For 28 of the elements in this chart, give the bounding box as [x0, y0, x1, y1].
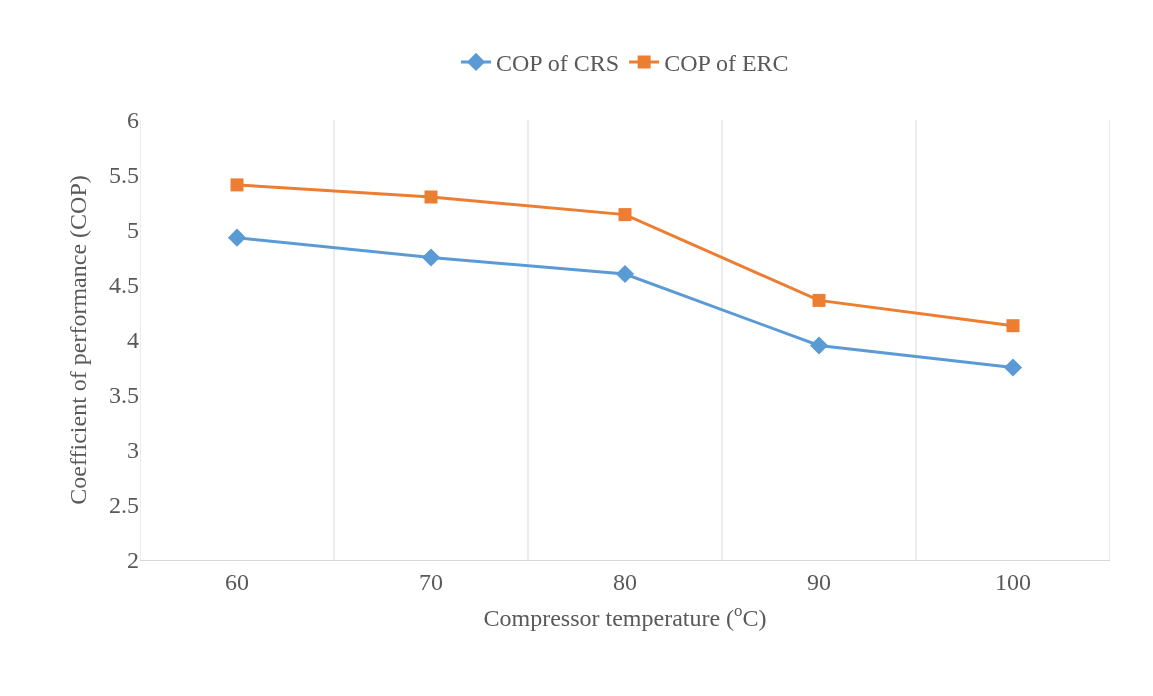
point	[615, 264, 635, 284]
x-tick-label: 60	[225, 568, 249, 595]
point	[227, 228, 247, 247]
x-tick-label: 100	[995, 568, 1031, 595]
x-tick-label: 80	[613, 568, 637, 595]
legend-label: COP of ERC	[664, 50, 789, 77]
y-tick-label: 5.5	[109, 162, 139, 189]
y-tick-label: 5	[127, 217, 139, 244]
y-tick-label: 2	[127, 547, 139, 574]
legend-label: COP of CRS	[496, 50, 620, 77]
x-tick-label: 90	[807, 568, 831, 595]
point	[1006, 319, 1020, 333]
y-axis-title: Coefficient of performance (COP)	[65, 175, 92, 505]
point	[809, 336, 829, 355]
point	[618, 208, 632, 222]
point	[1003, 358, 1023, 377]
y-tick-label: 2.5	[109, 492, 139, 519]
y-tick-label: 3.5	[109, 382, 139, 409]
x-tick-label: 70	[419, 568, 443, 595]
y-tick-label: 3	[127, 437, 139, 464]
point	[421, 248, 441, 267]
y-tick-label: 4.5	[109, 272, 139, 299]
x-axis-title: Compressor temperature ($^{o}$C)	[483, 601, 767, 632]
point	[424, 190, 438, 204]
y-tick-label: 6	[127, 107, 139, 134]
point	[230, 178, 244, 192]
point	[812, 293, 826, 307]
y-tick-label: 4	[127, 327, 139, 354]
